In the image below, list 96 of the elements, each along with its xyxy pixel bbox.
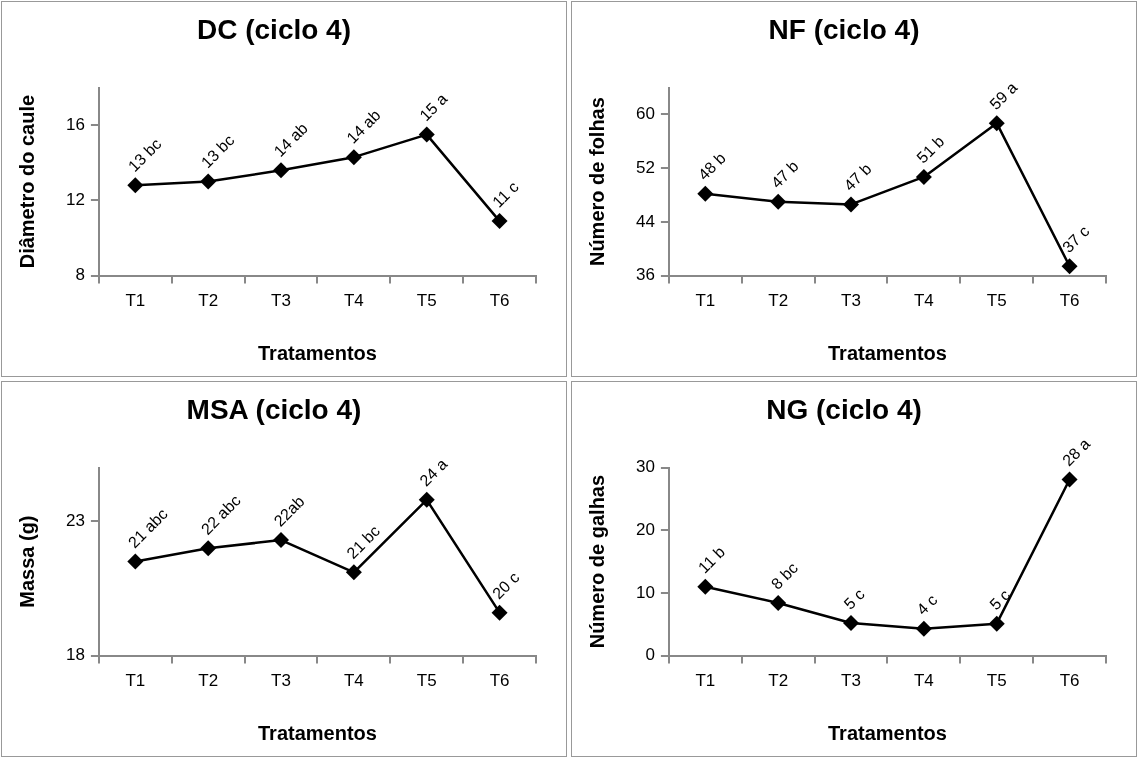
chart-title: DC (ciclo 4) xyxy=(196,13,352,45)
y-axis-title: Diâmetro do caule xyxy=(15,94,38,269)
point xyxy=(127,177,144,194)
chart-title: MSA (ciclo 4) xyxy=(186,393,362,425)
y-axis-title: Massa (g) xyxy=(15,515,38,608)
x-tick-label: T5 xyxy=(416,671,437,691)
x-tick-label: T3 xyxy=(841,671,861,691)
y-axis-title: Número de folhas xyxy=(585,97,608,267)
x-tick-label: T4 xyxy=(343,671,364,691)
data-label: 5 c xyxy=(840,585,868,613)
point xyxy=(915,620,932,637)
y-tick-label: 8 xyxy=(75,265,85,285)
x-tick-label: T5 xyxy=(986,291,1007,311)
y-tick-label: 52 xyxy=(635,157,655,177)
x-tick-label: T1 xyxy=(125,291,146,311)
point xyxy=(1061,471,1078,488)
y-tick-label: 30 xyxy=(635,457,655,477)
data-label: 20 c xyxy=(489,568,523,603)
data-label: 4 c xyxy=(913,591,941,619)
data-label: 47 b xyxy=(840,159,875,195)
x-tick-label: T3 xyxy=(841,291,861,311)
point xyxy=(843,196,860,213)
x-tick-label: T2 xyxy=(768,291,789,311)
y-axis-title: Número de galhas xyxy=(585,474,608,649)
point xyxy=(697,578,714,595)
data-label: 14 ab xyxy=(270,119,311,160)
data-label: 14 ab xyxy=(343,106,384,147)
x-axis-title: Tratamentos xyxy=(827,721,947,744)
point xyxy=(200,173,217,190)
chart-title: NG (ciclo 4) xyxy=(766,393,922,425)
x-tick-label: T2 xyxy=(768,671,789,691)
point xyxy=(1061,258,1078,275)
point xyxy=(127,553,144,570)
data-label: 13 bc xyxy=(124,135,165,175)
y-tick-label: 16 xyxy=(65,114,85,134)
point xyxy=(418,126,435,143)
point xyxy=(273,162,290,179)
y-tick-label: 44 xyxy=(635,211,655,231)
point xyxy=(770,594,787,611)
y-tick-label: 12 xyxy=(65,190,85,210)
x-tick-label: T1 xyxy=(695,291,716,311)
x-tick-label: T2 xyxy=(198,291,219,311)
data-label: 59 a xyxy=(986,78,1021,113)
x-axis-title: Tratamentos xyxy=(257,721,377,744)
y-tick-label: 23 xyxy=(65,511,85,530)
point xyxy=(770,193,787,210)
x-tick-label: T6 xyxy=(1059,671,1080,691)
x-axis-title: Tratamentos xyxy=(257,341,377,364)
point xyxy=(988,115,1005,132)
point xyxy=(843,615,860,632)
x-tick-label: T1 xyxy=(125,671,146,691)
data-label: 21 bc xyxy=(343,522,384,562)
data-label: 47 b xyxy=(767,157,802,192)
data-label: 11 b xyxy=(694,542,729,577)
x-tick-label: T4 xyxy=(913,671,934,691)
x-tick-label: T3 xyxy=(271,291,291,311)
x-tick-label: T4 xyxy=(913,291,934,311)
data-label: 28 a xyxy=(1059,434,1094,470)
x-tick-label: T6 xyxy=(489,671,510,691)
x-tick-label: T6 xyxy=(489,291,510,311)
x-tick-label: T1 xyxy=(695,671,716,691)
point xyxy=(345,564,362,581)
data-label: 15 a xyxy=(416,90,451,125)
point xyxy=(491,213,508,230)
point xyxy=(697,185,714,202)
y-tick-label: 18 xyxy=(65,645,85,665)
x-axis-title: Tratamentos xyxy=(827,341,947,364)
point xyxy=(418,491,435,508)
data-label: 11 c xyxy=(489,178,522,211)
data-label: 51 b xyxy=(913,132,948,167)
data-label: 8 bc xyxy=(767,559,802,593)
data-label: 5 c xyxy=(986,586,1014,614)
point xyxy=(345,149,362,166)
point xyxy=(200,540,217,557)
point xyxy=(273,532,290,549)
y-tick-label: 60 xyxy=(635,104,655,124)
data-label: 48 b xyxy=(694,149,730,184)
data-label: 21 abc xyxy=(124,505,171,552)
y-tick-label: 0 xyxy=(645,645,655,665)
point xyxy=(988,615,1005,632)
chart-title: NF (ciclo 4) xyxy=(768,13,920,45)
x-tick-label: T4 xyxy=(343,291,364,311)
x-tick-label: T3 xyxy=(271,671,291,691)
x-tick-label: T5 xyxy=(416,291,437,311)
data-label: 13 bc xyxy=(197,131,238,172)
y-tick-label: 36 xyxy=(635,265,655,285)
x-tick-label: T2 xyxy=(198,671,219,691)
x-tick-label: T5 xyxy=(986,671,1007,691)
data-label: 22 abc xyxy=(197,491,244,538)
point xyxy=(491,604,508,621)
data-label: 24 a xyxy=(416,455,451,490)
y-tick-label: 10 xyxy=(635,582,655,602)
point xyxy=(915,168,932,185)
y-tick-label: 20 xyxy=(635,519,655,539)
data-label: 37 c xyxy=(1059,222,1093,256)
x-tick-label: T6 xyxy=(1059,291,1080,311)
